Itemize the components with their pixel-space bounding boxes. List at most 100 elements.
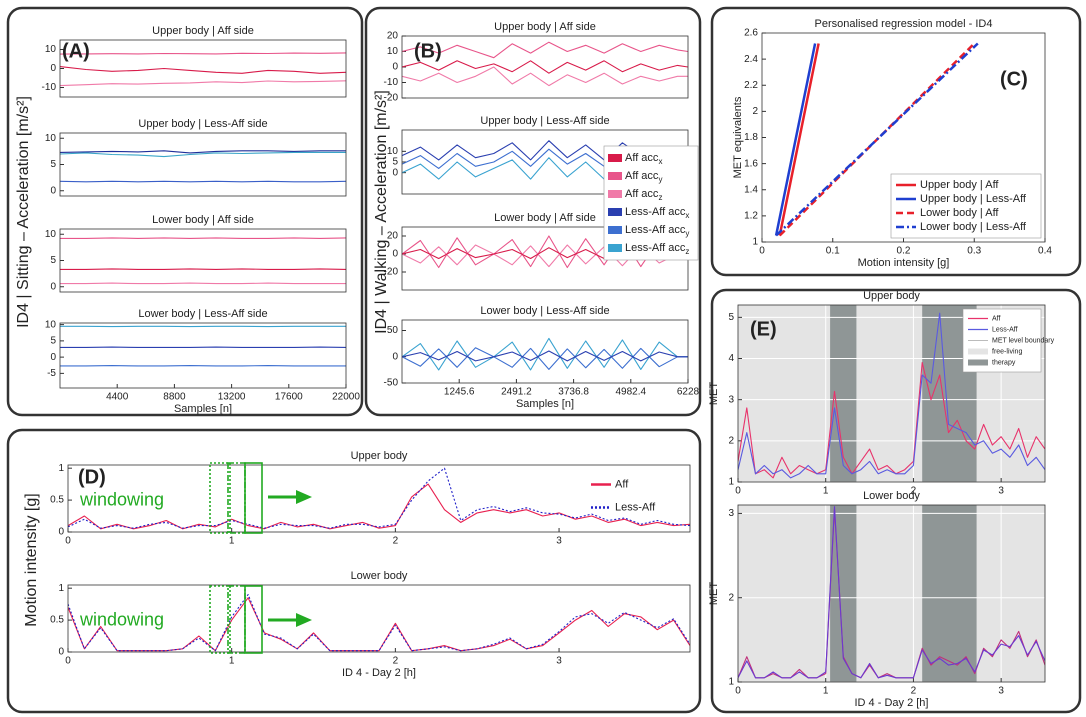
y-tick-label: 1 <box>58 463 64 474</box>
x-tick-label: 2 <box>393 656 399 667</box>
y-tick-label: 2.4 <box>744 54 758 65</box>
y-tick-label: 5 <box>50 336 56 347</box>
y-tick-label: 2 <box>728 435 734 446</box>
legend-name: Aff acc <box>625 188 659 200</box>
x-tick-label: 0 <box>735 686 741 697</box>
x-tick-label: 1245.6 <box>444 387 475 398</box>
annotation: windowing <box>79 609 164 629</box>
panel-frame <box>710 6 1082 277</box>
panel-label: (B) <box>414 40 442 62</box>
legend-label: Less-Aff accz <box>625 242 689 256</box>
y-tick-label: 0 <box>392 249 398 260</box>
series-group <box>60 52 346 87</box>
plot: -5 0 5 10 4400 8800 13200 17600 22000 Lower body … <box>45 308 360 415</box>
chart-title: Upper body | Less-Aff side <box>480 115 609 127</box>
series-line <box>402 350 688 362</box>
legend-name: Less-Aff acc <box>625 224 686 236</box>
y-tick-label: 10 <box>387 46 399 57</box>
y-tick-label: 0.5 <box>50 615 64 626</box>
x-tick-label: 2 <box>911 486 917 497</box>
chart-title: Lower body <box>863 490 920 502</box>
legend-box <box>603 145 699 261</box>
axes-frame <box>737 304 1046 483</box>
series-line <box>60 52 346 55</box>
series-line <box>60 66 346 74</box>
y-tick-label: 0 <box>58 527 64 538</box>
series-group <box>60 150 346 183</box>
legend-label: Upper body | Less-Aff <box>920 193 1027 205</box>
panel-frame <box>364 6 702 417</box>
x-axis-label: ID 4 - Day 2 [h] <box>855 697 929 709</box>
legend-swatch <box>968 359 988 366</box>
x-tick-label: 0 <box>65 656 71 667</box>
y-tick-label: 2 <box>752 106 758 117</box>
axes-frame <box>59 228 347 293</box>
legend-name: Aff acc <box>625 170 659 182</box>
annotation: windowing <box>79 489 164 509</box>
x-tick-label: 1 <box>823 686 829 697</box>
legend-swatch <box>608 190 622 198</box>
y-tick-label: 5 <box>728 312 734 323</box>
panel-frame <box>710 288 1082 714</box>
chart-title: Personalised regression model - ID4 <box>815 18 993 30</box>
x-tick-label: 3 <box>998 486 1004 497</box>
x-tick-label: 0 <box>65 536 71 547</box>
series-line <box>402 60 688 74</box>
axes-frame <box>737 504 1046 683</box>
legend-subscript: z <box>685 247 689 256</box>
legend-swatch <box>968 348 988 355</box>
legend-name: Less-Aff acc <box>625 206 686 218</box>
x-tick-label: 1 <box>229 656 235 667</box>
window-markers <box>209 462 312 654</box>
panel-label: (E) <box>750 318 777 340</box>
legend-subscript: z <box>658 193 662 202</box>
legend-label: Lower body | Less-Aff <box>920 221 1027 233</box>
chart-title: Upper body | Less-Aff side <box>138 118 267 130</box>
y-tick-label: -20 <box>384 267 399 278</box>
y-tick-label: 1 <box>752 237 758 248</box>
x-tick-label: 22000 <box>332 392 360 403</box>
series-line <box>60 237 346 239</box>
y-tick-label: 10 <box>387 146 399 157</box>
panel-label: (C) <box>1000 68 1028 90</box>
y-tick-label: -10 <box>42 82 57 93</box>
x-tick-label: 1 <box>823 486 829 497</box>
plot: 0 0.5 1 0 1 2 3 Upper body windowing Aff Less-Aff <box>50 450 691 547</box>
axes-frame <box>59 132 347 197</box>
series-line <box>60 180 346 183</box>
legend-swatch <box>608 226 622 234</box>
x-tick-label: 2 <box>393 536 399 547</box>
plot: -10 0 10 Upper body | Aff side <box>42 25 347 98</box>
series-group <box>738 312 1045 479</box>
arrow-head <box>296 613 312 627</box>
series-line <box>402 66 688 87</box>
plot-area <box>60 133 346 196</box>
plot-area <box>738 505 1045 682</box>
legend-swatch <box>608 244 622 252</box>
x-tick-label: 4982.4 <box>616 387 647 398</box>
series-line <box>402 337 688 371</box>
therapy-span <box>922 505 977 682</box>
legend-subscript: x <box>685 211 689 220</box>
y-axis-label: ID4 | Sitting – Acceleration [m/s²] <box>15 96 32 328</box>
panel-frame <box>6 428 702 714</box>
legend-subscript: x <box>658 157 662 166</box>
axes-frame <box>401 35 689 99</box>
series-line <box>775 42 979 237</box>
window-box <box>244 585 263 654</box>
y-tick-label: 1.2 <box>744 211 758 222</box>
x-tick-label: 3736.8 <box>558 387 589 398</box>
x-tick-label: 3 <box>998 686 1004 697</box>
legend-label: therapy <box>992 359 1016 366</box>
legend-label: Less-Aff accx <box>625 206 689 220</box>
x-tick-label: 0.1 <box>826 246 840 257</box>
y-tick-label: 10 <box>45 229 57 240</box>
y-tick-label: 5 <box>50 159 56 170</box>
chart-title: Upper body <box>863 290 920 302</box>
plot-area <box>60 229 346 292</box>
series-line <box>402 347 688 370</box>
